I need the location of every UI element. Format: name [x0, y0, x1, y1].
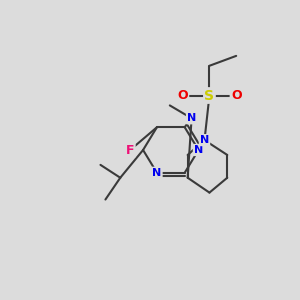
- Text: S: S: [204, 88, 214, 103]
- Text: O: O: [231, 89, 242, 102]
- Text: N: N: [152, 168, 162, 178]
- Text: F: F: [126, 143, 134, 157]
- Text: N: N: [194, 145, 203, 155]
- Text: N: N: [187, 113, 196, 123]
- Text: O: O: [177, 89, 188, 102]
- Text: N: N: [200, 135, 209, 145]
